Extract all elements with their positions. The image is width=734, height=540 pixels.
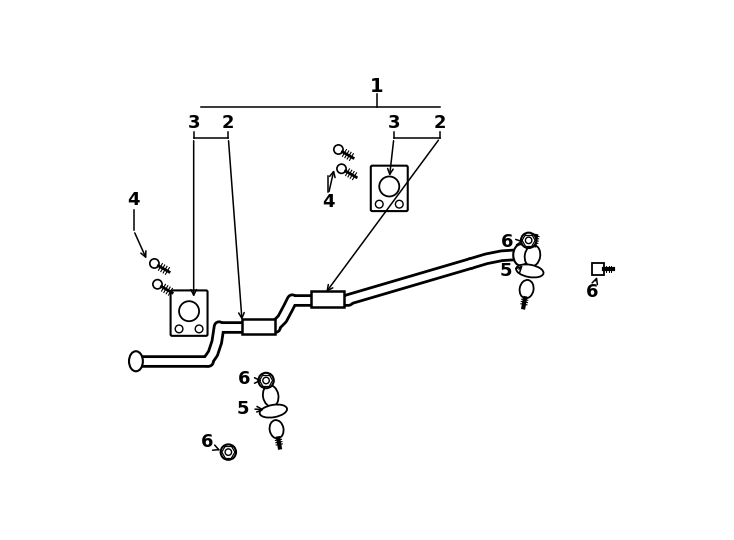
- Ellipse shape: [260, 404, 287, 417]
- Ellipse shape: [513, 244, 528, 266]
- Text: 6: 6: [586, 283, 599, 301]
- FancyBboxPatch shape: [170, 291, 208, 336]
- Ellipse shape: [516, 265, 543, 278]
- Text: 3: 3: [388, 113, 400, 132]
- Text: 6: 6: [238, 370, 250, 388]
- Circle shape: [153, 280, 162, 289]
- Bar: [242, 319, 275, 334]
- Ellipse shape: [263, 385, 278, 407]
- Circle shape: [334, 145, 343, 154]
- Ellipse shape: [520, 280, 534, 298]
- FancyBboxPatch shape: [371, 166, 408, 211]
- Text: 2: 2: [222, 113, 235, 132]
- Circle shape: [396, 200, 403, 208]
- Ellipse shape: [525, 245, 540, 266]
- Ellipse shape: [269, 420, 283, 438]
- Text: 2: 2: [434, 113, 446, 132]
- Text: 6: 6: [501, 233, 513, 251]
- Ellipse shape: [129, 351, 143, 372]
- Ellipse shape: [379, 177, 399, 197]
- Circle shape: [150, 259, 159, 268]
- Circle shape: [526, 237, 532, 244]
- Circle shape: [258, 373, 274, 388]
- Text: 5: 5: [236, 400, 250, 418]
- Text: 4: 4: [128, 191, 140, 208]
- Text: 6: 6: [201, 433, 214, 451]
- Circle shape: [225, 449, 231, 455]
- Circle shape: [337, 164, 346, 173]
- Text: 4: 4: [322, 193, 335, 211]
- Text: 1: 1: [370, 77, 384, 96]
- Circle shape: [175, 325, 183, 333]
- Bar: [311, 291, 344, 307]
- Circle shape: [195, 325, 203, 333]
- Circle shape: [375, 200, 383, 208]
- Text: 3: 3: [187, 113, 200, 132]
- Circle shape: [521, 233, 537, 248]
- FancyBboxPatch shape: [592, 262, 604, 275]
- Text: 5: 5: [499, 262, 512, 280]
- Ellipse shape: [179, 301, 199, 321]
- Circle shape: [221, 444, 236, 460]
- Circle shape: [263, 377, 269, 384]
